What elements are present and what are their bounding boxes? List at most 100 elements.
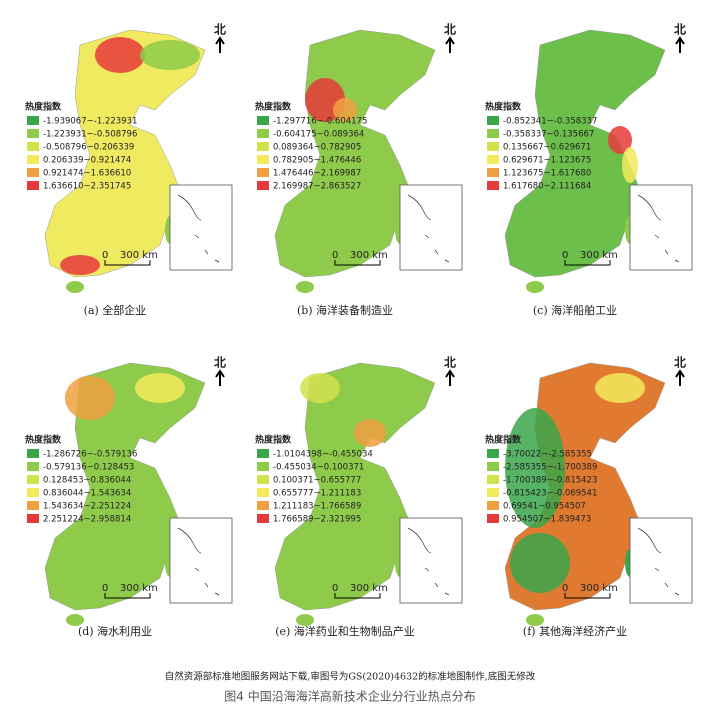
legend-swatch [487,514,499,523]
legend-label: 1.636610~2.351745 [43,182,131,192]
inset-outline [407,527,450,596]
scale-start: 0 [102,250,108,261]
legend-label: -1.939067~-1.223931 [43,117,137,127]
legend-swatch [487,129,499,138]
legend-label: 0.954507~1.839473 [503,515,591,525]
scale-bar [564,260,611,266]
legend-swatch [487,488,499,497]
inset-outline [637,194,680,263]
legend-title: 热度指数 [485,101,522,113]
hotspot [622,147,638,183]
scale-start: 0 [332,250,338,261]
legend-label: 0.655777~1.211183 [273,489,361,499]
legend-label: -0.508796~0.206339 [43,143,134,153]
legend-label: -2.585355~-1.700389 [503,463,597,473]
legend-swatch [487,449,499,458]
legend-label: -1.297716~-0.604175 [273,117,367,127]
legend-label: 0.69541~0.954507 [503,502,586,512]
legend-swatch [257,116,269,125]
north-arrow [445,36,455,53]
scale-end: 300 km [350,250,388,261]
panel-caption: (e) 海洋药业和生物制品产业 [275,624,415,638]
legend-label: 1.766589~2.321995 [273,515,361,525]
inset-outline [407,194,450,263]
north-arrow [445,369,455,386]
legend-swatch [257,155,269,164]
legend-swatch [487,142,499,151]
legend-swatch [27,142,39,151]
legend-label: 0.921474~1.636610 [43,169,131,179]
legend-swatch [487,462,499,471]
legend-label: -0.604175~0.089364 [273,130,364,140]
scale-end: 300 km [120,583,158,594]
legend-label: 1.123675~1.617680 [503,169,591,179]
legend-label: -1.286726~-0.579136 [43,450,137,460]
legend-label: 0.836044~1.543634 [43,489,131,499]
legend-label: -0.852341~-0.358337 [503,117,597,127]
hotspot [333,98,357,122]
hotspot [140,40,200,70]
north-arrow [215,36,225,53]
north-arrow [215,369,225,386]
legend-title: 热度指数 [255,101,292,113]
north-label: 北 [214,355,226,370]
north-label: 北 [444,355,456,370]
legend-swatch [487,475,499,484]
legend-label: -0.815423~-0.069541 [503,489,597,499]
panel-caption: (f) 其他海洋经济产业 [523,624,627,638]
legend-swatch [487,116,499,125]
legend-label: -0.358337~0.135667 [503,130,594,140]
hainan [526,614,544,626]
legend-label: -0.579136~0.128453 [43,463,134,473]
legend-swatch [487,155,499,164]
legend-label: 0.128453~0.836044 [43,476,131,486]
scale-end: 300 km [580,583,618,594]
legend-label: 1.617680~2.111684 [503,182,591,192]
hainan [66,281,84,293]
inset-map [169,517,233,604]
legend-label: 1.476446~2.169987 [273,169,361,179]
legend-swatch [487,501,499,510]
legend-label: 2.251224~2.958814 [43,515,131,525]
legend-label: 0.135667~0.629671 [503,143,591,153]
north-label: 北 [674,22,686,37]
legend-swatch [27,116,39,125]
hainan [296,614,314,626]
inset-map [629,184,693,271]
scale-bar [334,593,381,599]
hotspot [65,376,115,420]
legend-swatch [27,155,39,164]
legend-swatch [27,501,39,510]
inset-outline [177,194,220,263]
legend-label: -1.223931~-0.508796 [43,130,137,140]
legend-label: -0.455034~0.100371 [273,463,364,473]
source-note: 自然资源部标准地图服务网站下载,审图号为GS(2020)4632的标准地图制作,… [165,671,536,683]
inset-outline [637,527,680,596]
legend-label: 0.089364~0.782905 [273,143,361,153]
legend-swatch [257,142,269,151]
panel-caption: (b) 海洋装备制造业 [297,303,393,317]
north-label: 北 [214,22,226,37]
hotspot [510,533,570,593]
hainan [526,281,544,293]
panel-caption: (a) 全部企业 [84,303,147,317]
north-arrow [675,369,685,386]
legend-title: 热度指数 [485,434,522,446]
legend-swatch [257,514,269,523]
inset-map [629,517,693,604]
figure-title: 图4 中国沿海海洋高新技术企业分行业热点分布 [224,689,475,704]
legend-label: 1.543634~2.251224 [43,502,131,512]
legend-label: 0.629671~1.123675 [503,156,591,166]
hotspot [595,373,645,403]
panel-caption: (c) 海洋船舶工业 [533,303,617,317]
scale-bar [334,260,381,266]
scale-end: 300 km [120,250,158,261]
legend-swatch [257,449,269,458]
hotspot [300,373,340,403]
legend-swatch [27,181,39,190]
scale-end: 300 km [580,250,618,261]
hotspot [354,419,386,447]
hotspot [95,37,145,73]
legend-swatch [27,475,39,484]
scale-start: 0 [562,250,568,261]
